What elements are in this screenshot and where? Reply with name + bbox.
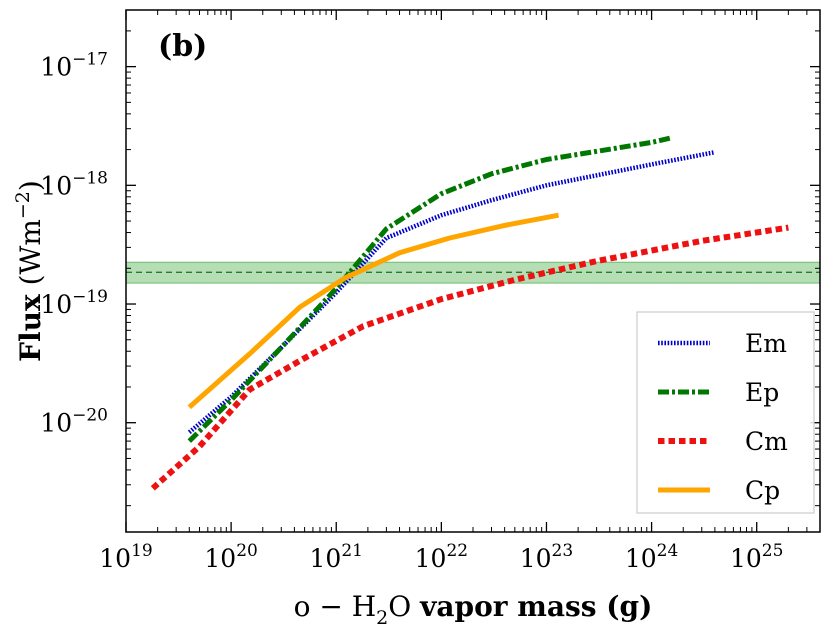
series-line-ep bbox=[187, 135, 671, 443]
x-tick-label: 1020 bbox=[204, 541, 257, 573]
series-line-cm bbox=[150, 224, 789, 491]
x-tick-label: 1022 bbox=[415, 541, 468, 573]
y-tick-label: 10−17 bbox=[40, 50, 108, 82]
x-tick-label: 1019 bbox=[99, 541, 152, 573]
series-line-em bbox=[187, 149, 716, 435]
series-layer bbox=[150, 135, 789, 491]
legend-label-cm: Cm bbox=[745, 427, 788, 456]
tick-layer: 1019 1020 1021 1022 1023 1024 1025 10−20 10−19 10… bbox=[40, 9, 821, 573]
legend: Em Ep Cm Cp bbox=[636, 311, 815, 514]
y-tick-label: 10−18 bbox=[40, 168, 108, 200]
legend-label-cp: Cp bbox=[745, 476, 780, 505]
legend-label-em: Em bbox=[745, 329, 787, 358]
series-line-cp bbox=[187, 212, 559, 410]
plot-frame bbox=[125, 9, 821, 533]
y-tick-label: 10−20 bbox=[40, 406, 108, 438]
x-tick-label: 1021 bbox=[310, 541, 363, 573]
y-tick-label: 10−19 bbox=[40, 287, 108, 319]
y-axis-title: Flux (Wm−2) bbox=[12, 180, 47, 362]
x-tick-label: 1024 bbox=[625, 541, 678, 573]
x-tick-label: 1025 bbox=[730, 541, 783, 573]
reference-band-layer bbox=[125, 261, 821, 284]
x-tick-label: 1023 bbox=[520, 541, 573, 573]
x-axis-title: o − H2O vapor mass (g) bbox=[294, 590, 653, 629]
panel-label: (b) bbox=[158, 29, 207, 64]
legend-box bbox=[636, 311, 815, 514]
legend-label-ep: Ep bbox=[745, 378, 779, 407]
